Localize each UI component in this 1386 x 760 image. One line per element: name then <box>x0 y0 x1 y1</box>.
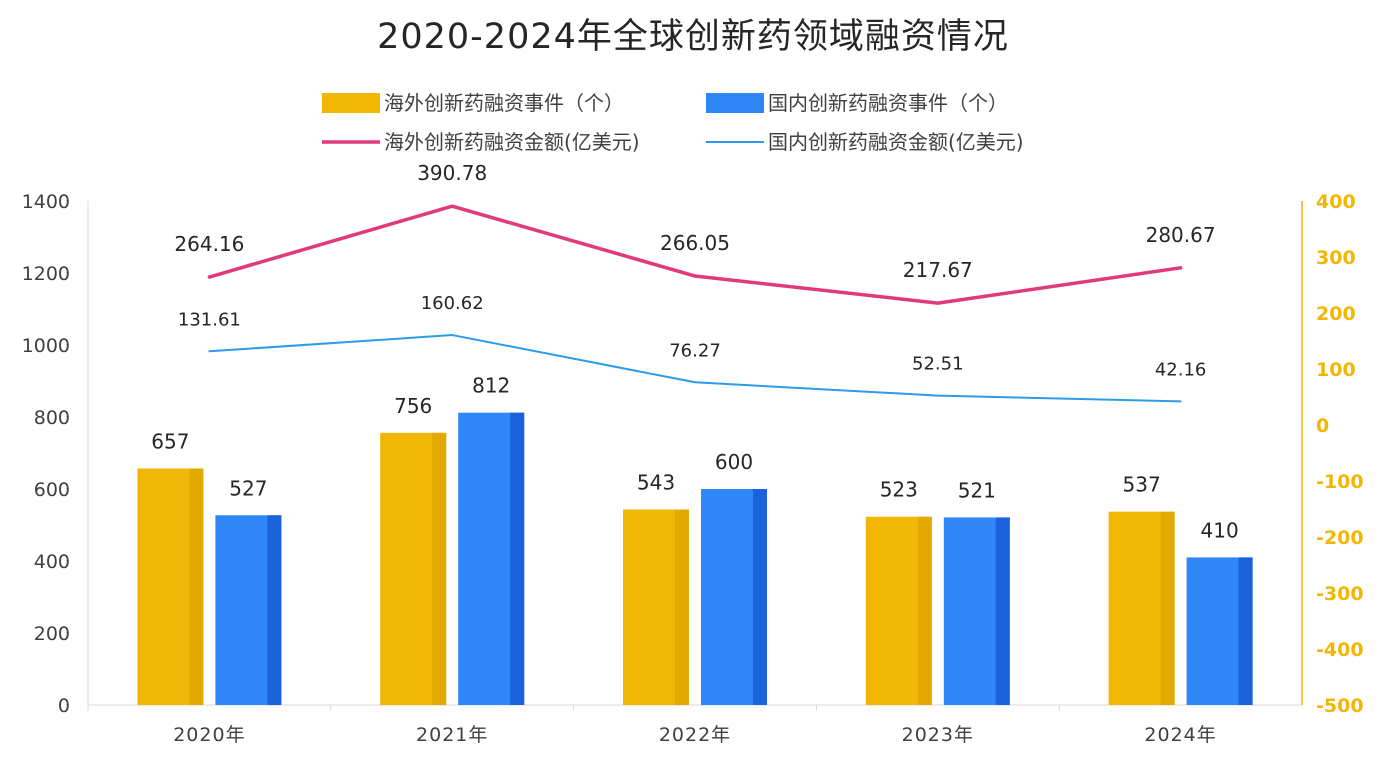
left-axis-tick-label: 0 <box>58 695 70 717</box>
left-axis-tick-label: 400 <box>34 551 70 573</box>
x-axis-tick-label: 2023年 <box>902 724 974 746</box>
left-axis-tick-label: 1200 <box>22 263 70 285</box>
bars <box>137 412 1253 705</box>
domestic-events-bar-side <box>753 489 767 705</box>
domestic-events-bar-side <box>995 517 1010 705</box>
overseas-events-value-label: 543 <box>637 471 675 495</box>
domestic-amount-value-label: 131.61 <box>178 309 241 330</box>
domestic-events-bar-side <box>1238 557 1253 705</box>
overseas-events-value-label: 657 <box>151 429 189 453</box>
legend-overseas-amount-label: 海外创新药融资金额(亿美元) <box>384 130 640 154</box>
overseas-events-bar-side <box>432 432 447 705</box>
data-labels: 657 756 543 523 537 527 812 600 521 410 264.16 390.… <box>151 161 1238 542</box>
domestic-amount-value-label: 76.27 <box>669 340 721 361</box>
overseas-events-bar-side <box>917 516 932 705</box>
legend-domestic-events-label: 国内创新药融资事件（个） <box>768 91 1008 115</box>
overseas-events-value-label: 756 <box>394 394 432 418</box>
x-axis-tick-label: 2022年 <box>659 724 731 746</box>
domestic-amount-value-label: 52.51 <box>912 354 964 375</box>
overseas-amount-value-label: 264.16 <box>174 232 244 256</box>
left-axis-tick-label: 1000 <box>22 335 70 357</box>
overseas-events-value-label: 523 <box>880 478 918 502</box>
overseas-amount-value-label: 217.67 <box>903 258 973 282</box>
domestic-amount-value-label: 42.16 <box>1155 359 1207 380</box>
right-axis-tick-label: 200 <box>1316 303 1356 325</box>
overseas-amount-value-label: 266.05 <box>660 231 730 255</box>
overseas-events-bar-side <box>189 468 204 705</box>
left-axis-tick-label: 1400 <box>22 191 70 213</box>
right-axis-tick-label: 0 <box>1316 415 1329 437</box>
legend-domestic-events: 国内创新药融资事件（个） <box>706 91 1008 115</box>
overseas-events-bar-side <box>675 509 689 705</box>
x-axis-tick-label: 2021年 <box>416 724 488 746</box>
domestic-events-value-label: 527 <box>229 476 267 500</box>
right-axis-tick-label: -400 <box>1316 639 1364 661</box>
right-axis-tick-label: 400 <box>1316 191 1356 213</box>
right-axis-tick-label: 300 <box>1316 247 1356 269</box>
left-axis-tick-label: 800 <box>34 407 70 429</box>
overseas-amount-value-label: 280.67 <box>1146 223 1216 247</box>
right-axis-tick-label: -300 <box>1316 583 1364 605</box>
legend-overseas-amount: 海外创新药融资金额(亿美元) <box>322 130 640 154</box>
legend-domestic-events-swatch <box>706 93 764 113</box>
overseas-amount-value-label: 390.78 <box>417 161 487 185</box>
right-axis-tick-label: -100 <box>1316 471 1364 493</box>
domestic-events-value-label: 812 <box>472 374 510 398</box>
domestic-events-bar-side <box>267 515 282 705</box>
legend-domestic-amount-label: 国内创新药融资金额(亿美元) <box>768 130 1024 154</box>
domestic-events-value-label: 600 <box>715 450 753 474</box>
legend-domestic-amount: 国内创新药融资金额(亿美元) <box>706 130 1024 154</box>
overseas-events-bar-side <box>1160 511 1175 705</box>
left-axis-tick-label: 600 <box>34 479 70 501</box>
legend-overseas-events: 海外创新药融资事件（个） <box>322 91 624 115</box>
left-axis-tick-label: 200 <box>34 623 70 645</box>
domestic-events-value-label: 410 <box>1201 518 1239 542</box>
right-axis-tick-label: -200 <box>1316 527 1364 549</box>
x-axis-tick-label: 2024年 <box>1144 724 1216 746</box>
right-axis-tick-label: 100 <box>1316 359 1356 381</box>
overseas-events-value-label: 537 <box>1123 473 1161 497</box>
x-axis-tick-label: 2020年 <box>173 724 245 746</box>
domestic-events-bar-side <box>510 412 525 705</box>
chart-title: 2020-2024年全球创新药领域融资情况 <box>377 17 1009 57</box>
legend-overseas-events-label: 海外创新药融资事件（个） <box>384 91 624 115</box>
right-axis-tick-label: -500 <box>1316 695 1364 717</box>
legend: 海外创新药融资事件（个） 国内创新药融资事件（个） 海外创新药融资金额(亿美元) 国内… <box>322 91 1024 154</box>
legend-overseas-events-swatch <box>322 93 380 113</box>
domestic-amount-value-label: 160.62 <box>421 293 484 314</box>
axes: 0200400600800100012001400-500-400-300-20… <box>22 191 1364 746</box>
lines <box>207 204 1183 403</box>
domestic-events-value-label: 521 <box>958 478 996 502</box>
